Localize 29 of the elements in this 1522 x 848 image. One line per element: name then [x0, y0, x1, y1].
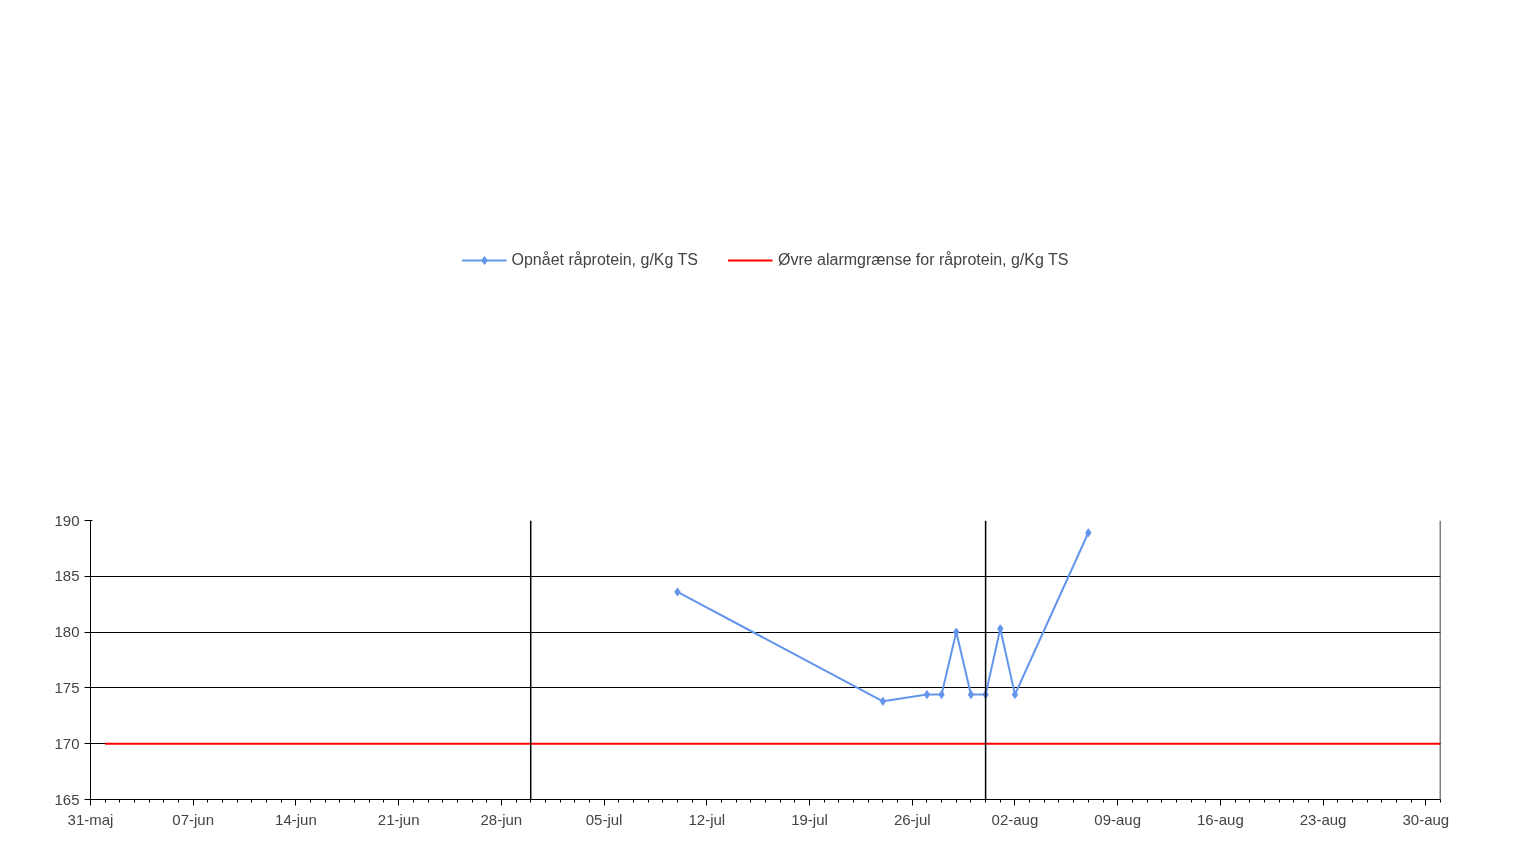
legend-label: Opnået råprotein, g/Kg TS [511, 251, 698, 269]
x-tick-label: 31-maj [67, 810, 114, 828]
x-tick-label: 07-jun [172, 810, 215, 828]
y-tick-label: 190 [54, 511, 80, 529]
x-tick-label: 05-jul [585, 810, 623, 828]
y-tick-label: 170 [54, 734, 80, 752]
x-tick-label: 12-jul [688, 810, 726, 828]
y-tick-label: 185 [54, 567, 80, 585]
point [879, 696, 887, 706]
point [674, 587, 681, 597]
x-tick-label: 02-aug [991, 810, 1039, 828]
x-tick-label: 14-jun [275, 810, 317, 828]
point [1011, 690, 1019, 700]
legend-label: Øvre alarmgrænse for råprotein, g/Kg TS [777, 251, 1069, 269]
point [1085, 528, 1092, 538]
y-tick-label: 165 [54, 790, 80, 808]
x-tick-label: 16-aug [1197, 810, 1244, 828]
point [938, 690, 945, 700]
x-tick-label: 21-jun [377, 810, 420, 828]
point [967, 690, 975, 700]
y-tick-label: 180 [54, 623, 80, 641]
point [923, 690, 931, 700]
x-tick-label: 09-aug [1094, 810, 1142, 828]
x-tick-label: 19-jul [791, 810, 828, 828]
x-tick-label: 26-jul [893, 810, 931, 828]
x-tick-label: 30-aug [1402, 810, 1450, 828]
y-tick-label: 175 [54, 678, 80, 696]
x-tick-label: 23-aug [1299, 810, 1347, 828]
x-tick-label: 28-jun [480, 810, 523, 828]
